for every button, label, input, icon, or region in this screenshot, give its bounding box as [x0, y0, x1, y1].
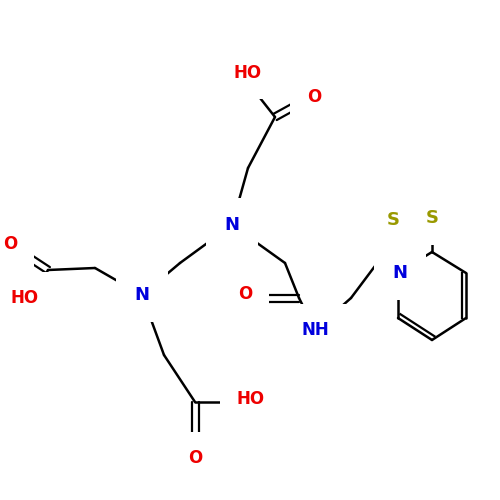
Text: N: N	[392, 264, 407, 282]
Text: N: N	[224, 216, 240, 234]
Text: S: S	[386, 211, 400, 229]
Text: S: S	[426, 209, 438, 227]
Text: O: O	[238, 285, 252, 303]
Text: N: N	[134, 286, 150, 304]
Text: O: O	[3, 235, 17, 253]
Text: O: O	[307, 88, 321, 106]
Text: HO: HO	[10, 289, 38, 307]
Text: NH: NH	[301, 321, 329, 339]
Text: HO: HO	[237, 390, 265, 408]
Text: O: O	[188, 449, 202, 467]
Text: HO: HO	[234, 64, 262, 82]
